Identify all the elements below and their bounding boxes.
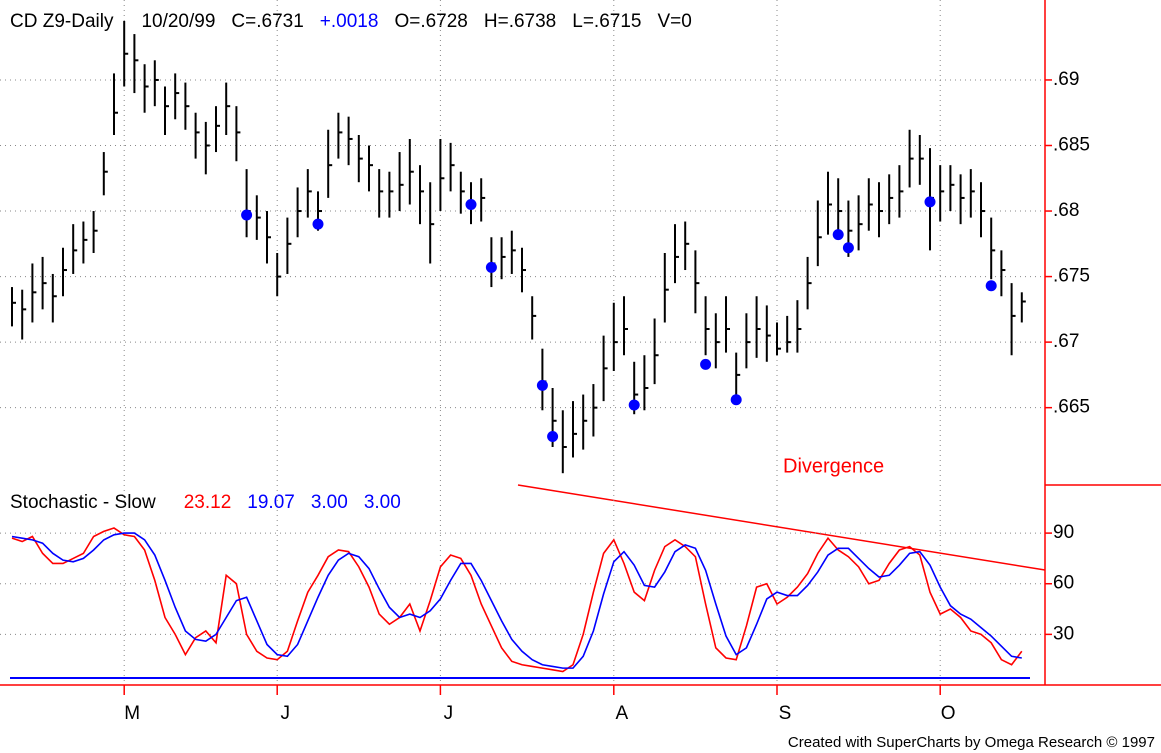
signal-dot [536, 379, 548, 391]
signal-dot [628, 399, 640, 411]
signal-dot [700, 358, 712, 370]
y-tick-label: .685 [1053, 135, 1090, 156]
header-value: 3.00 [311, 492, 348, 513]
header-value: H=.6738 [484, 11, 556, 32]
header-value: L=.6715 [572, 11, 641, 32]
credit: Created with SuperCharts by Omega Resear… [788, 734, 1155, 751]
header-value: O=.6728 [394, 11, 467, 32]
header-value: V=0 [657, 11, 691, 32]
signal-dot [842, 242, 854, 254]
signal-dot [924, 196, 936, 208]
y-tick-label: .665 [1053, 397, 1090, 418]
signal-dot [730, 394, 742, 406]
y-tick-label: .675 [1053, 266, 1090, 287]
header-value: C=.6731 [231, 11, 303, 32]
x-tick-label: A [615, 703, 628, 724]
signal-dot [832, 229, 844, 241]
y-tick-label: .69 [1053, 69, 1079, 90]
panel-title: Stochastic - Slow [10, 492, 156, 513]
annotation: Divergence [783, 455, 884, 477]
signal-dot [485, 261, 497, 273]
panel-title: CD Z9-Daily [10, 11, 114, 32]
header-value: 23.12 [184, 492, 232, 513]
stochastic-line [11, 527, 1023, 673]
signal-dot [985, 280, 997, 292]
x-tick-label: J [280, 703, 290, 724]
x-tick-label: M [124, 703, 140, 724]
y-tick-label: .67 [1053, 331, 1079, 352]
header-value: 3.00 [364, 492, 401, 513]
signal-dot [465, 198, 477, 210]
header-value: 19.07 [247, 492, 295, 513]
x-tick-label: S [779, 703, 792, 724]
y-tick-label: 60 [1053, 573, 1074, 594]
divergence-line [517, 484, 1046, 571]
header-value: 10/20/99 [141, 11, 215, 32]
signal-dot [312, 218, 324, 230]
signal-dot [547, 431, 559, 442]
x-tick-label: J [444, 703, 454, 724]
y-tick-label: 90 [1053, 522, 1074, 543]
y-tick-label: .68 [1053, 200, 1079, 221]
header-value: +.0018 [320, 11, 379, 32]
x-tick-label: O [941, 703, 956, 724]
y-tick-label: 30 [1053, 623, 1074, 644]
stochastic-line [11, 532, 1022, 669]
signal-dot [241, 209, 253, 221]
